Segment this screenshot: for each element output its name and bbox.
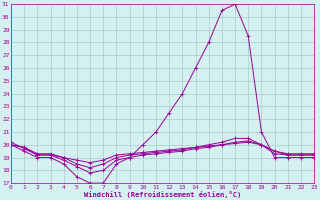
X-axis label: Windchill (Refroidissement éolien,°C): Windchill (Refroidissement éolien,°C) — [84, 191, 241, 198]
